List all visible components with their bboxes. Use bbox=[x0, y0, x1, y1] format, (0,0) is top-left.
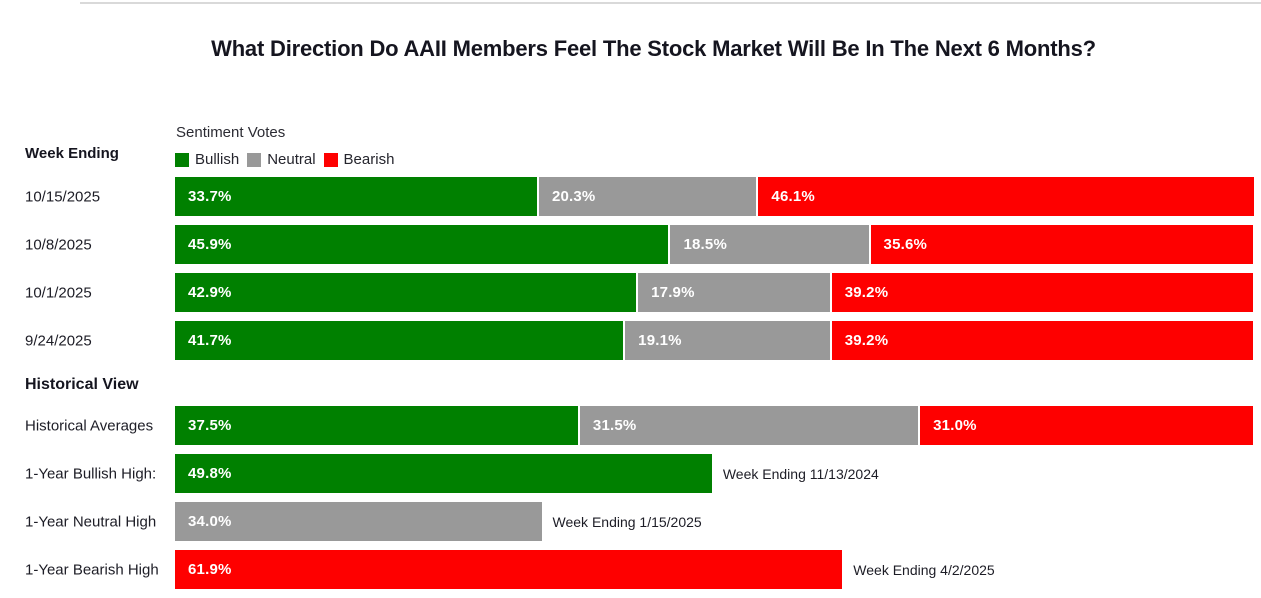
bullish-segment: 41.7% bbox=[175, 321, 624, 360]
sentiment-bar: 49.8% Week Ending 11/13/2024 bbox=[175, 454, 1253, 493]
bullish-segment: 42.9% bbox=[175, 273, 637, 312]
neutral-value-label: 18.5% bbox=[683, 236, 727, 253]
neutral-value-label: 34.0% bbox=[188, 513, 232, 530]
week-row: 10/1/2025 42.9% 17.9% 39.2% bbox=[0, 273, 1253, 312]
bullish-value-label: 49.8% bbox=[188, 465, 232, 482]
neutral-segment: 18.5% bbox=[670, 225, 869, 264]
row-label: Historical Averages bbox=[25, 417, 154, 434]
neutral-segment: 20.3% bbox=[538, 177, 757, 216]
week-label: 10/8/2025 bbox=[25, 236, 92, 253]
sentiment-bar: 61.9% Week Ending 4/2/2025 bbox=[175, 550, 1253, 589]
bullish-swatch-icon bbox=[175, 152, 189, 167]
bullish-value-label: 37.5% bbox=[188, 417, 232, 434]
bearish-value-label: 61.9% bbox=[188, 561, 232, 578]
row-label: 1-Year Neutral High bbox=[25, 513, 157, 530]
week-ending-annotation: Week Ending 4/2/2025 bbox=[853, 561, 995, 578]
week-row: 10/8/2025 45.9% 18.5% 35.6% bbox=[0, 225, 1253, 264]
bullish-segment: 37.5% bbox=[175, 406, 578, 445]
sentiment-bar: 41.7% 19.1% 39.2% bbox=[175, 321, 1253, 360]
bullish-value-label: 33.7% bbox=[188, 188, 232, 205]
bullish-high-row: 1-Year Bullish High: 49.8% Week Ending 1… bbox=[0, 454, 1253, 493]
historical-view-header: Historical View bbox=[25, 376, 139, 393]
sentiment-bar: 34.0% Week Ending 1/15/2025 bbox=[175, 502, 1253, 541]
week-label: 10/1/2025 bbox=[25, 284, 92, 301]
week-row: 9/24/2025 41.7% 19.1% 39.2% bbox=[0, 321, 1253, 360]
bearish-segment: 39.2% bbox=[831, 273, 1253, 312]
neutral-segment: 31.5% bbox=[579, 406, 919, 445]
neutral-swatch-icon bbox=[247, 152, 262, 167]
neutral-value-label: 19.1% bbox=[638, 332, 682, 349]
bearish-segment: 61.9% bbox=[175, 550, 843, 589]
neutral-high-row: 1-Year Neutral High 34.0% Week Ending 1/… bbox=[0, 502, 1253, 541]
bearish-segment: 31.0% bbox=[920, 406, 1253, 445]
week-row: 10/15/2025 33.7% 20.3% 46.1% bbox=[0, 177, 1255, 216]
bearish-segment: 46.1% bbox=[758, 177, 1255, 216]
bullish-segment: 45.9% bbox=[175, 225, 669, 264]
bearish-swatch-icon bbox=[323, 152, 338, 167]
neutral-segment: 19.1% bbox=[625, 321, 830, 360]
neutral-value-label: 20.3% bbox=[551, 188, 596, 205]
neutral-value-label: 31.5% bbox=[592, 417, 637, 434]
page-title: What Direction Do AAII Members Feel The … bbox=[211, 36, 1096, 61]
historical-averages-row: Historical Averages 37.5% 31.5% 31.0% bbox=[0, 406, 1253, 445]
top-divider bbox=[80, 2, 1261, 4]
week-label: 10/15/2025 bbox=[25, 188, 101, 205]
neutral-segment: 34.0% bbox=[175, 502, 542, 541]
week-label: 9/24/2025 bbox=[25, 332, 92, 349]
legend-item-bullish: Bullish bbox=[175, 151, 239, 168]
week-ending-annotation: Week Ending 1/15/2025 bbox=[552, 513, 702, 530]
legend-title: Sentiment Votes bbox=[176, 124, 286, 141]
legend-item-neutral: Neutral bbox=[247, 151, 316, 168]
bearish-value-label: 35.6% bbox=[883, 236, 928, 253]
sentiment-bar: 37.5% 31.5% 31.0% bbox=[175, 406, 1253, 445]
bullish-value-label: 45.9% bbox=[188, 236, 232, 253]
legend-label-bearish: Bearish bbox=[343, 151, 395, 168]
week-ending-header: Week Ending bbox=[25, 145, 119, 162]
bullish-segment: 49.8% bbox=[175, 454, 712, 493]
bullish-value-label: 42.9% bbox=[188, 284, 232, 301]
bearish-value-label: 46.1% bbox=[771, 188, 815, 205]
sentiment-bar: 45.9% 18.5% 35.6% bbox=[175, 225, 1253, 264]
sentiment-bar: 33.7% 20.3% 46.1% bbox=[175, 177, 1255, 216]
bearish-value-label: 39.2% bbox=[844, 332, 889, 349]
legend-label-neutral: Neutral bbox=[267, 151, 316, 168]
bearish-high-row: 1-Year Bearish High 61.9% Week Ending 4/… bbox=[0, 550, 1253, 589]
bearish-value-label: 31.0% bbox=[933, 417, 977, 434]
row-label: 1-Year Bullish High: bbox=[25, 465, 157, 482]
legend-label-bullish: Bullish bbox=[195, 151, 240, 168]
bearish-segment: 35.6% bbox=[870, 225, 1253, 264]
legend: Bullish Neutral Bearish bbox=[175, 151, 394, 168]
bearish-value-label: 39.2% bbox=[844, 284, 889, 301]
bullish-segment: 33.7% bbox=[175, 177, 537, 216]
neutral-segment: 17.9% bbox=[638, 273, 830, 312]
bullish-value-label: 41.7% bbox=[188, 332, 232, 349]
row-label: 1-Year Bearish High bbox=[25, 561, 159, 578]
week-ending-annotation: Week Ending 11/13/2024 bbox=[722, 465, 879, 482]
neutral-value-label: 17.9% bbox=[651, 284, 695, 301]
legend-item-bearish: Bearish bbox=[323, 151, 395, 168]
bearish-segment: 39.2% bbox=[831, 321, 1253, 360]
sentiment-bar: 42.9% 17.9% 39.2% bbox=[175, 273, 1253, 312]
